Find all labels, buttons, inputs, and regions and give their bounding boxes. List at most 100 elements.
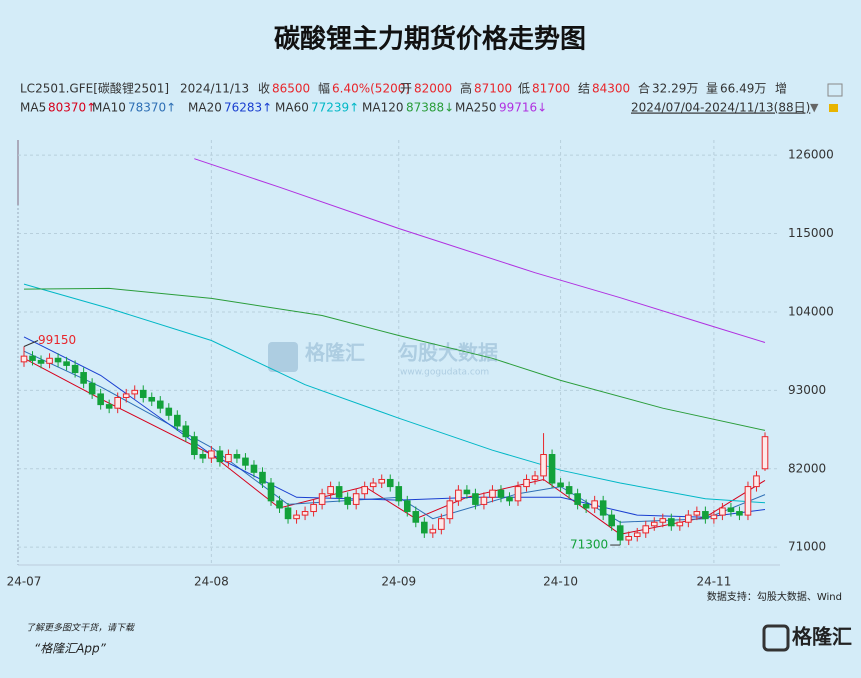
candle-body — [506, 496, 513, 502]
candle-body — [472, 493, 479, 505]
candle-body — [29, 355, 36, 361]
candle-body — [616, 525, 624, 541]
candle-body — [719, 507, 726, 516]
candle-body — [301, 511, 309, 516]
candle-body — [497, 489, 505, 498]
legend-value: 87388↓ — [406, 101, 454, 115]
candle-body — [54, 357, 62, 363]
candle-body — [633, 532, 641, 537]
candle-body — [548, 454, 556, 484]
legend-name: MA250 — [455, 101, 496, 115]
watermark-text: 格隆汇 — [305, 341, 365, 365]
candle-body — [199, 454, 207, 459]
ma-line — [23, 283, 766, 504]
candle-body — [446, 500, 454, 520]
candle-body — [455, 489, 462, 502]
candle-body — [582, 503, 590, 509]
candle-body — [565, 486, 573, 495]
candle-body — [174, 414, 181, 427]
date-range[interactable]: 2024/07/04-2024/11/13(88日) — [631, 101, 810, 115]
legend-value: 77239↑ — [311, 101, 359, 115]
quote-value: 81700 — [532, 82, 570, 96]
candle-body — [531, 475, 539, 480]
candle-body — [625, 535, 633, 541]
min-label: 71300 — [570, 538, 608, 552]
candle-body — [668, 518, 675, 527]
candle-body — [208, 450, 215, 459]
quote-label: 低 — [518, 82, 530, 96]
watermark-text: www.gogudata.com — [400, 368, 489, 378]
legend-name: MA60 — [275, 101, 309, 115]
quote-value: 82000 — [414, 82, 452, 96]
range-dropdown-icon[interactable]: ▼ — [810, 101, 819, 114]
max-pointer — [23, 340, 39, 347]
candle-body — [702, 511, 709, 520]
candle-body — [727, 507, 735, 513]
candle-body — [114, 396, 121, 409]
candle-body — [148, 396, 156, 402]
candle-body — [131, 389, 139, 395]
candle-body — [156, 400, 164, 409]
candle-body — [63, 361, 70, 366]
ma-line — [23, 287, 766, 431]
candle-body — [352, 493, 360, 505]
ma-line — [23, 350, 766, 523]
lock-icon[interactable] — [829, 104, 838, 112]
watermark: 格隆汇 勾股大数据 www.gogudata.com — [268, 341, 498, 378]
logo: 格隆汇 — [792, 625, 852, 649]
candle-body — [744, 486, 752, 516]
legend-name: MA20 — [188, 101, 222, 115]
quote-label: 合 — [638, 81, 650, 96]
quote-value: 32.29万 — [652, 82, 698, 96]
candle-body — [335, 486, 343, 498]
quote-label: 量 — [706, 82, 718, 96]
candle-body — [463, 489, 471, 495]
candle-body — [122, 393, 130, 398]
candle-body — [489, 489, 496, 498]
candle-body — [182, 425, 190, 438]
candle-body — [693, 511, 701, 516]
candle-body — [165, 407, 173, 416]
legend-name: MA120 — [362, 101, 403, 115]
settings-icon[interactable] — [827, 83, 843, 97]
legend-value: 76283↑ — [224, 101, 272, 115]
x-tick-label: 24-11 — [696, 575, 731, 589]
candle-body — [429, 528, 437, 534]
candle-body — [438, 518, 445, 530]
legend-name: MA10 — [92, 101, 126, 115]
candle-body — [540, 454, 547, 477]
candle-body — [242, 457, 249, 466]
candle-body — [310, 503, 317, 513]
y-tick-label: 93000 — [788, 383, 826, 397]
candle-body — [523, 478, 530, 488]
logo-mark — [762, 624, 790, 652]
candle-body — [88, 382, 96, 395]
candle-body — [395, 486, 403, 502]
candle-body — [327, 486, 334, 495]
legend-value: 99716↓ — [499, 101, 547, 115]
quote-value: 6.40%(5200) — [332, 82, 410, 96]
candle-body — [736, 511, 743, 516]
candle-body — [318, 493, 326, 505]
legend-value: 80370↑ — [48, 101, 96, 115]
candle-body — [642, 525, 650, 534]
candle-body — [344, 496, 351, 505]
candle-body — [378, 478, 386, 484]
footer-app: “格隆汇App” — [34, 642, 107, 656]
y-tick-label: 82000 — [788, 461, 826, 475]
candle-body — [37, 359, 45, 364]
quote-label: 幅 — [318, 81, 330, 96]
candle-body — [105, 404, 113, 409]
legend-name: MA5 — [20, 101, 46, 115]
quote-label: 开 — [400, 82, 412, 96]
max-label: 99150 — [38, 333, 76, 347]
candle-body — [361, 486, 368, 495]
chart-title: 碳酸锂主力期货价格走势图 — [274, 24, 586, 55]
candle-body — [139, 389, 147, 398]
x-tick-label: 24-07 — [7, 575, 42, 589]
x-tick-label: 24-09 — [381, 575, 416, 589]
candle-body — [233, 454, 241, 459]
x-tick-label: 24-08 — [194, 575, 229, 589]
